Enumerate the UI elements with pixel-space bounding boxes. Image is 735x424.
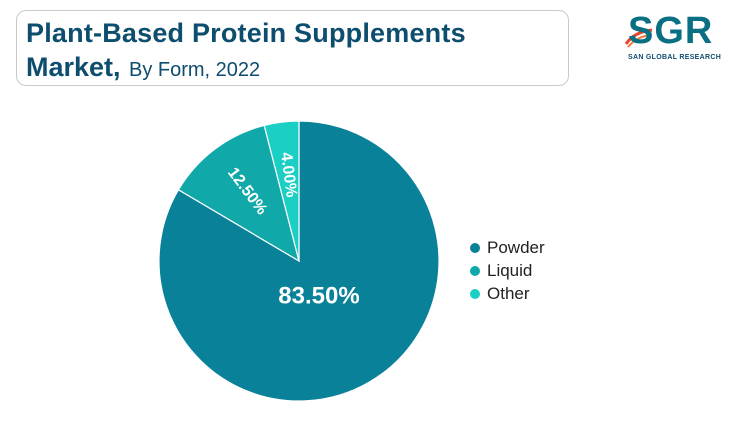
legend-label-other: Other (487, 283, 530, 303)
legend-dot-other (470, 288, 480, 299)
legend-dot-liquid (470, 265, 480, 276)
chart-title-market: Market, (26, 52, 121, 82)
chart-title: Plant-Based Protein Supplements (26, 18, 466, 48)
sgr-logo: SGR SAN GLOBAL RESEARCH (624, 10, 724, 68)
pie-slice-other (263, 120, 300, 262)
chart-subtitle: By Form, 2022 (129, 59, 261, 81)
data-label-powder: 83.50% (278, 282, 359, 309)
logo-swoosh-icon (624, 28, 653, 48)
logo-letters: SGR (628, 10, 714, 52)
legend-item-liquid: Liquid (470, 259, 545, 282)
data-label-other: 4.00% (277, 151, 300, 198)
chart-title-line2: Market, By Form, 2022 (26, 52, 260, 83)
legend-dot-powder (470, 242, 480, 253)
title-box: Plant-Based Protein Supplements Market, … (16, 10, 569, 86)
pie-slice-liquid (177, 124, 300, 263)
legend-item-other: Other (470, 282, 545, 305)
legend-label-liquid: Liquid (487, 260, 533, 280)
legend: Powder Liquid Other (470, 236, 545, 305)
logo-tagline: SAN GLOBAL RESEARCH (628, 54, 722, 61)
legend-item-powder: Powder (470, 236, 545, 259)
legend-label-powder: Powder (487, 237, 545, 257)
